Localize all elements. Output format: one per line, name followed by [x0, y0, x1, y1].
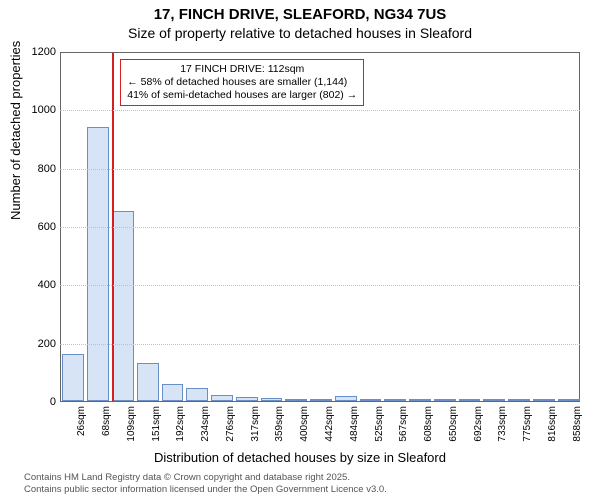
- histogram-bar: [409, 399, 431, 401]
- histogram-bar: [434, 399, 456, 401]
- histogram-bar: [162, 384, 184, 402]
- x-tick-label: 775sqm: [522, 406, 533, 442]
- gridline: [60, 110, 580, 111]
- histogram-bar: [211, 395, 233, 401]
- x-tick-label: 858sqm: [572, 406, 583, 442]
- histogram-bar: [335, 396, 357, 401]
- chart-title: 17, FINCH DRIVE, SLEAFORD, NG34 7US: [0, 6, 600, 23]
- histogram-bar: [360, 399, 382, 401]
- histogram-bar: [508, 399, 530, 401]
- histogram-bar: [310, 399, 332, 401]
- x-tick-label: 192sqm: [175, 406, 186, 442]
- footer-line-1: Contains HM Land Registry data © Crown c…: [24, 472, 387, 484]
- y-tick-label: 800: [38, 163, 56, 175]
- y-tick-label: 600: [38, 221, 56, 233]
- y-tick-label: 200: [38, 338, 56, 350]
- y-tick-label: 0: [50, 396, 56, 408]
- x-tick-label: 317sqm: [250, 406, 261, 442]
- x-tick-label: 109sqm: [126, 406, 137, 442]
- gridline: [60, 344, 580, 345]
- histogram-bar: [459, 399, 481, 401]
- annotation-box: 17 FINCH DRIVE: 112sqm← 58% of detached …: [120, 59, 364, 106]
- histogram-bar: [558, 399, 580, 401]
- histogram-bar: [112, 211, 134, 401]
- histogram-bar: [236, 397, 258, 401]
- histogram-bar: [285, 399, 307, 401]
- histogram-bar: [533, 399, 555, 401]
- x-tick-label: 276sqm: [225, 406, 236, 442]
- x-tick-label: 442sqm: [324, 406, 335, 442]
- histogram-bar: [62, 354, 84, 401]
- x-axis-label: Distribution of detached houses by size …: [0, 450, 600, 465]
- x-tick-label: 359sqm: [274, 406, 285, 442]
- histogram-bar: [261, 398, 283, 401]
- x-tick-label: 234sqm: [200, 406, 211, 442]
- x-tick-label: 484sqm: [349, 406, 360, 442]
- x-tick-label: 26sqm: [76, 406, 87, 436]
- histogram-bar: [483, 399, 505, 401]
- x-tick-label: 151sqm: [151, 406, 162, 442]
- annotation-line: 41% of semi-detached houses are larger (…: [127, 89, 357, 102]
- x-tick-label: 608sqm: [423, 406, 434, 442]
- x-tick-label: 400sqm: [299, 406, 310, 442]
- footer-attribution: Contains HM Land Registry data © Crown c…: [24, 472, 387, 496]
- gridline: [60, 169, 580, 170]
- x-tick-label: 733sqm: [497, 406, 508, 442]
- histogram-bar: [137, 363, 159, 401]
- chart-title-block: 17, FINCH DRIVE, SLEAFORD, NG34 7US Size…: [0, 0, 600, 41]
- y-tick-label: 1000: [32, 104, 56, 116]
- annotation-line: ← 58% of detached houses are smaller (1,…: [127, 76, 357, 89]
- y-axis-label: Number of detached properties: [8, 41, 23, 220]
- gridline: [60, 285, 580, 286]
- annotation-line: 17 FINCH DRIVE: 112sqm: [127, 63, 357, 76]
- x-tick-label: 692sqm: [473, 406, 484, 442]
- histogram-bar: [384, 399, 406, 401]
- chart-subtitle: Size of property relative to detached ho…: [0, 25, 600, 41]
- x-tick-label: 525sqm: [374, 406, 385, 442]
- histogram-bar: [186, 388, 208, 401]
- x-tick-label: 68sqm: [101, 406, 112, 436]
- x-tick-label: 567sqm: [398, 406, 409, 442]
- gridline: [60, 227, 580, 228]
- y-tick-label: 1200: [32, 46, 56, 58]
- footer-line-2: Contains public sector information licen…: [24, 484, 387, 496]
- x-tick-label: 816sqm: [547, 406, 558, 442]
- x-tick-label: 650sqm: [448, 406, 459, 442]
- y-tick-label: 400: [38, 279, 56, 291]
